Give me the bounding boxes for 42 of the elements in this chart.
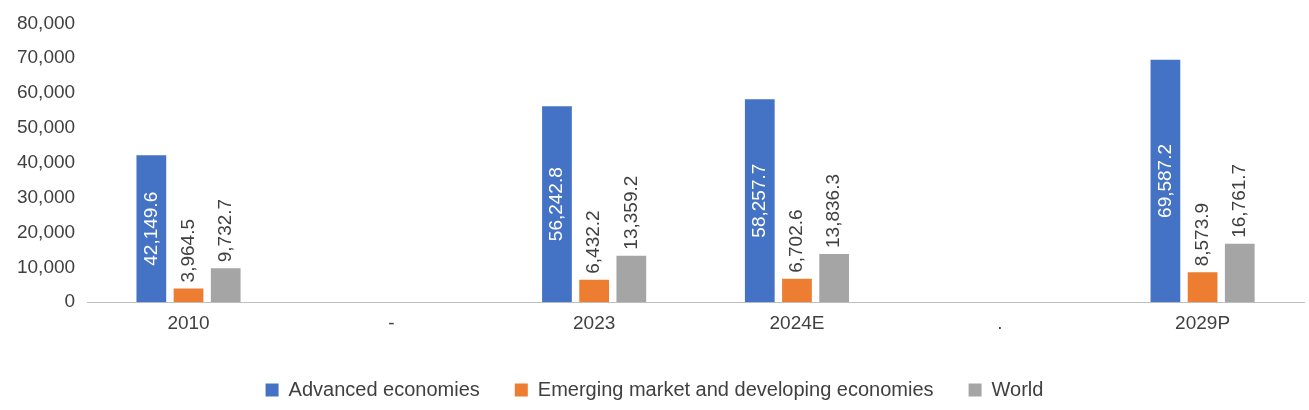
x-tick-label: . — [997, 311, 1003, 333]
legend-label: Advanced economies — [288, 377, 480, 400]
data-label: 8,573.9 — [1190, 202, 1212, 267]
data-label: 9,732.7 — [213, 198, 235, 263]
data-label: 3,964.5 — [176, 218, 198, 283]
bar — [616, 255, 647, 303]
data-label: 42,149.6 — [139, 191, 161, 266]
bar — [819, 253, 850, 303]
x-tick-label: 2024E — [769, 311, 825, 333]
y-tick-label: 30,000 — [16, 185, 76, 207]
bar — [136, 155, 167, 303]
data-label: 6,702.6 — [785, 209, 807, 273]
bar — [1224, 243, 1255, 303]
bar — [210, 268, 241, 303]
bar — [542, 106, 572, 303]
y-tick-label: 80,000 — [16, 11, 76, 33]
x-tick-label: 2023 — [573, 311, 616, 333]
y-tick-label: 10,000 — [16, 255, 76, 277]
data-label: 16,761.7 — [1228, 163, 1250, 238]
legend-label: Emerging market and developing economies — [537, 377, 934, 400]
bar — [579, 279, 610, 303]
y-tick-label: 50,000 — [16, 116, 76, 138]
y-tick-label: 0 — [64, 290, 76, 312]
y-tick-label: 20,000 — [16, 220, 76, 242]
y-tick-label: 40,000 — [16, 151, 76, 173]
data-label: 13,359.2 — [619, 175, 641, 250]
data-label: 6,432.2 — [582, 210, 604, 274]
bar — [782, 278, 812, 303]
y-tick-label: 70,000 — [16, 46, 76, 68]
bar — [1187, 272, 1218, 303]
legend-label: World — [991, 377, 1044, 400]
data-label: 13,836.3 — [822, 174, 844, 248]
bar — [1150, 59, 1181, 303]
x-tick-label: - — [388, 311, 395, 333]
data-label: 58,257.7 — [748, 163, 770, 238]
bar — [173, 288, 204, 303]
data-label: 69,587.2 — [1153, 143, 1175, 218]
x-tick-label: 2029P — [1175, 311, 1231, 333]
data-label: 56,242.8 — [545, 167, 567, 242]
bar — [744, 99, 775, 303]
y-tick-label: 60,000 — [16, 81, 76, 103]
x-tick-label: 2010 — [167, 311, 210, 333]
